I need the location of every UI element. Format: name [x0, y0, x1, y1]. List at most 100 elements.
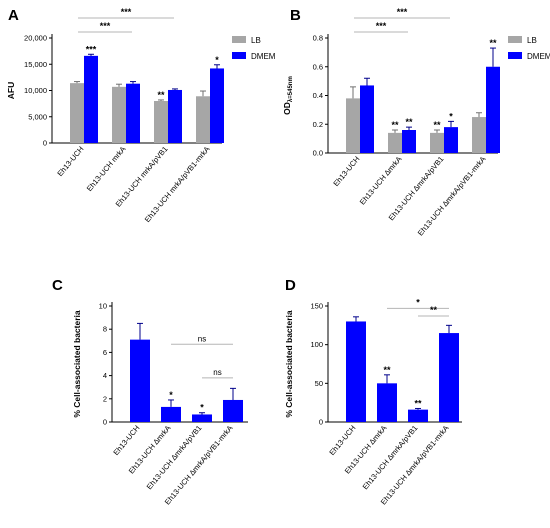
significance-marker: ** — [414, 398, 422, 408]
legend-swatch — [508, 36, 522, 43]
legend-swatch — [232, 36, 246, 43]
category-label: Eh13-UCH — [111, 424, 141, 458]
bar — [223, 399, 243, 422]
y-tick-label: 5,000 — [28, 112, 47, 121]
bar — [472, 117, 486, 153]
bar — [388, 132, 402, 153]
y-tick-label: 0 — [319, 418, 323, 427]
y-axis-label: % Cell-associated bacteria — [72, 310, 82, 418]
legend-swatch — [508, 52, 522, 59]
bar — [346, 321, 366, 422]
y-tick-label: 0.6 — [313, 62, 323, 71]
category-label: Eh13-UCH ∆mrkA — [358, 155, 404, 207]
category-label: Eh13-UCH ∆mrkA/pVB1 — [361, 424, 420, 492]
significance-marker: ** — [405, 117, 413, 127]
y-tick-label: 0.2 — [313, 120, 323, 129]
y-tick-label: 0.0 — [313, 149, 323, 158]
comparison-label: *** — [397, 7, 408, 17]
bar — [408, 409, 428, 422]
panel-letter: D — [285, 277, 296, 294]
y-axis-label-subscript: λ=545nm — [288, 76, 294, 102]
comparison-label: *** — [100, 21, 111, 31]
significance-marker: * — [169, 390, 173, 400]
comparison-label: ns — [213, 368, 221, 377]
y-tick-label: 150 — [310, 302, 323, 311]
significance-marker: * — [449, 111, 453, 121]
y-tick-label: 10,000 — [24, 86, 47, 95]
y-tick-label: 50 — [315, 379, 323, 388]
bar — [444, 127, 458, 153]
panel-letter: A — [8, 7, 19, 24]
bar — [130, 339, 150, 422]
significance-marker: ** — [383, 365, 391, 375]
significance-marker: ** — [391, 120, 399, 130]
category-label: Eh13-UCH ∆mrkA/pVB1-mrkA — [379, 424, 451, 507]
y-axis-label: ODλ=545nm — [282, 76, 294, 115]
comparison-label: *** — [121, 7, 132, 17]
bar — [402, 130, 416, 153]
significance-marker: *** — [86, 44, 97, 54]
bar — [192, 414, 212, 422]
legend-label: DMEM — [251, 52, 276, 61]
significance-marker: * — [200, 403, 204, 413]
chart-panel-d: D% Cell-associated bacteria050100150****… — [284, 277, 462, 507]
y-tick-label: 0 — [43, 139, 47, 148]
bar — [70, 83, 84, 143]
bar — [161, 406, 181, 422]
chart-panel-a: AAFU05,00010,00015,00020,000******Eh13-U… — [6, 7, 276, 224]
bar — [210, 68, 224, 143]
bar — [112, 86, 126, 143]
bar — [486, 66, 500, 153]
y-tick-label: 0.4 — [313, 91, 323, 100]
y-tick-label: 4 — [103, 371, 107, 380]
category-label: Eh13-UCH ∆mrkA/pVB1-mrkA — [416, 155, 488, 238]
y-tick-label: 20,000 — [24, 34, 47, 43]
bar — [430, 132, 444, 153]
significance-marker: * — [215, 55, 219, 65]
category-label: Eh13-UCH ∆mrkA/pVB1 — [145, 424, 204, 492]
bar — [346, 98, 360, 153]
category-label: Eh13-UCH mrkA — [85, 145, 128, 194]
bar — [126, 83, 140, 143]
bar — [154, 101, 168, 143]
bar — [377, 383, 397, 422]
y-axis-label: % Cell-associated bacteria — [284, 310, 294, 418]
bar — [196, 96, 210, 143]
y-axis-label-text: % Cell-associated bacteria — [72, 310, 82, 418]
comparison-label: * — [416, 297, 420, 307]
y-tick-label: 2 — [103, 394, 107, 403]
comparison-label: *** — [376, 21, 387, 31]
legend-label: LB — [251, 36, 261, 45]
legend-label: DMEM — [527, 52, 550, 61]
y-axis-label: AFU — [6, 82, 16, 99]
y-tick-label: 0 — [103, 418, 107, 427]
bar — [168, 89, 182, 143]
comparison-label: ns — [198, 334, 206, 343]
y-axis-label-text: % Cell-associated bacteria — [284, 310, 294, 418]
y-tick-label: 15,000 — [24, 60, 47, 69]
panel-letter: B — [290, 7, 301, 24]
comparison-label: ** — [430, 305, 438, 315]
significance-marker: ** — [433, 120, 441, 130]
bar — [360, 85, 374, 153]
legend-swatch — [232, 52, 246, 59]
y-axis-label-text: OD — [282, 102, 292, 115]
category-label: Eh13-UCH ∆mrkA/pVB1-mrkA — [163, 424, 235, 507]
category-label: Eh13-UCH — [331, 155, 361, 189]
significance-marker: ** — [157, 90, 165, 100]
panel-letter: C — [52, 277, 63, 294]
y-tick-label: 10 — [99, 302, 107, 311]
y-tick-label: 0.8 — [313, 34, 323, 43]
y-tick-label: 100 — [310, 340, 323, 349]
category-label: Eh13-UCH — [327, 424, 357, 458]
y-tick-label: 8 — [103, 325, 107, 334]
bar — [439, 333, 459, 422]
significance-marker: ** — [489, 38, 497, 48]
y-axis-label-text: AFU — [6, 82, 16, 99]
category-label: Eh13-UCH — [55, 145, 85, 179]
bar — [84, 55, 98, 143]
legend-label: LB — [527, 36, 537, 45]
y-tick-label: 6 — [103, 348, 107, 357]
